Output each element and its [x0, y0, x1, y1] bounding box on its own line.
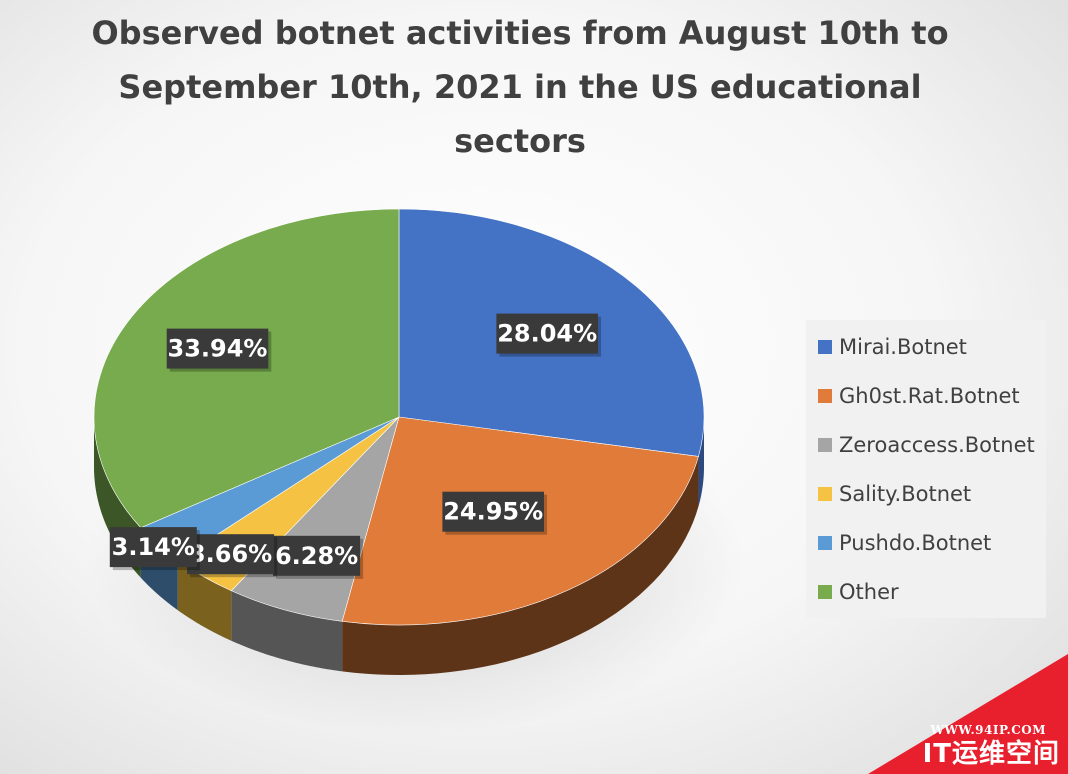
pie-side-zeroaccess-botnet [231, 590, 343, 672]
legend-swatch-zeroaccess-botnet [818, 438, 832, 452]
legend-label-other: Other [839, 580, 899, 604]
chart-legend: Mirai.Botnet Gh0st.Rat.Botnet Zeroaccess… [806, 320, 1046, 618]
legend-swatch-other [818, 585, 832, 599]
data-label-sality-botnet: 3.66% [187, 534, 278, 578]
chart-title-line-1: Observed botnet activities from August 1… [91, 14, 949, 52]
data-label-text-pushdo-botnet: 3.14% [112, 533, 195, 561]
pie-data-labels: 28.04% 24.95% 6.28%3.66%3.14% 33.94% [109, 313, 601, 579]
data-label-pushdo-botnet: 3.14% [109, 527, 200, 571]
data-label-mirai-botnet: 28.04% [496, 313, 601, 357]
pie-side-gh0st-rat-botnet [342, 456, 699, 675]
data-label-text-other: 33.94% [168, 335, 268, 363]
legend-item-other: Other [818, 577, 899, 607]
legend-item-gh0st-rat-botnet: Gh0st.Rat.Botnet [818, 381, 1020, 411]
data-label-other: 33.94% [166, 328, 272, 372]
chart-title: Observed botnet activities from August 1… [90, 6, 950, 168]
data-label-text-gh0st-rat-botnet: 24.95% [443, 498, 543, 526]
pie-side-mirai-botnet [698, 417, 704, 507]
legend-swatch-mirai-botnet [818, 340, 832, 354]
data-label-text-sality-botnet: 3.66% [189, 540, 272, 568]
pie-side-sality-botnet [177, 560, 232, 641]
legend-item-sality-botnet: Sality.Botnet [818, 479, 971, 509]
legend-swatch-sality-botnet [818, 487, 832, 501]
data-label-zeroaccess-botnet: 6.28% [273, 535, 364, 579]
legend-label-sality-botnet: Sality.Botnet [839, 482, 972, 506]
legend-item-zeroaccess-botnet: Zeroaccess.Botnet [818, 430, 1035, 460]
legend-label-zeroaccess-botnet: Zeroaccess.Botnet [839, 433, 1035, 457]
watermark: WWW.94IP.COM IT运维空间 [868, 654, 1068, 774]
legend-label-mirai-botnet: Mirai.Botnet [839, 335, 967, 359]
data-label-box-other [166, 328, 269, 369]
legend-swatch-pushdo-botnet [818, 536, 832, 550]
chart-title-line-2: September 10th, 2021 in the US education… [118, 68, 922, 106]
data-label-box-sality-botnet [187, 534, 275, 575]
chart-title-line-3: sectors [454, 122, 586, 160]
data-label-text-zeroaccess-botnet: 6.28% [275, 542, 358, 570]
watermark-url: WWW.94IP.COM [930, 723, 1046, 737]
data-label-text-mirai-botnet: 28.04% [497, 320, 597, 348]
watermark-red-corner [868, 654, 1068, 774]
data-label-box-pushdo-botnet [109, 527, 197, 568]
data-label-box-gh0st-rat-botnet [442, 491, 544, 532]
legend-item-mirai-botnet: Mirai.Botnet [818, 332, 967, 362]
legend-swatch-gh0st-rat-botnet [818, 389, 832, 403]
legend-label-gh0st-rat-botnet: Gh0st.Rat.Botnet [839, 384, 1020, 408]
watermark-site-name: IT运维空间 [922, 739, 1060, 769]
data-label-box-mirai-botnet [496, 313, 598, 354]
legend-item-pushdo-botnet: Pushdo.Botnet [818, 528, 991, 558]
legend-label-pushdo-botnet: Pushdo.Botnet [839, 531, 992, 555]
data-label-gh0st-rat-botnet: 24.95% [442, 491, 547, 535]
data-label-box-zeroaccess-botnet [273, 535, 361, 576]
